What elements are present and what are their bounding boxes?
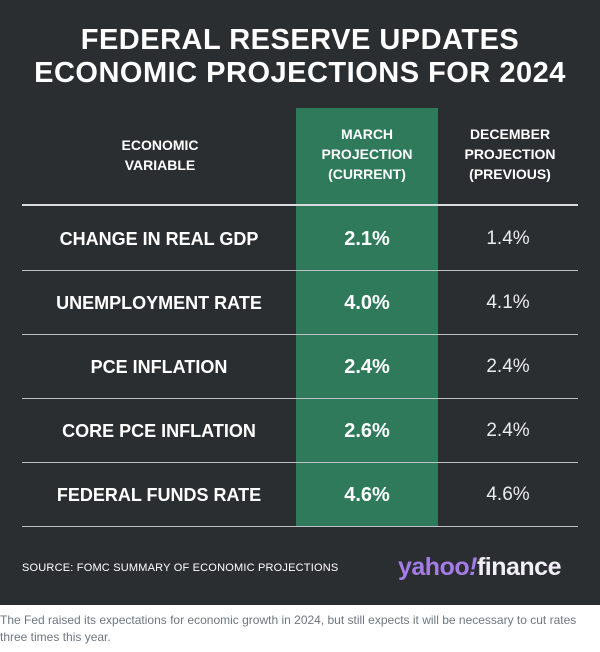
row-december-value: 4.6% bbox=[486, 484, 530, 505]
header-dec-line-2: PROJECTION bbox=[464, 146, 556, 162]
row-december-value: 1.4% bbox=[486, 228, 530, 249]
header-december-projection: DECEMBER PROJECTION (PREVIOUS) bbox=[446, 124, 574, 184]
header-economic-variable: ECONOMIC VARIABLE bbox=[60, 135, 260, 175]
row-december-value: 4.1% bbox=[486, 292, 530, 313]
row-march-value: 2.4% bbox=[344, 356, 390, 378]
logo-finance-text: finance bbox=[476, 553, 562, 581]
header-dec-line-1: DECEMBER bbox=[469, 126, 551, 142]
header-var-line-2: VARIABLE bbox=[124, 157, 196, 173]
current-projection-highlight bbox=[296, 108, 438, 526]
logo-exclamation: ! bbox=[469, 553, 477, 581]
header-mar-line-1: MARCH bbox=[340, 126, 394, 142]
table-row: FEDERAL FUNDS RATE 4.6% 4.6% bbox=[22, 463, 578, 527]
row-variable-cell: UNEMPLOYMENT RATE bbox=[56, 293, 262, 313]
table-row: UNEMPLOYMENT RATE 4.0% 4.1% bbox=[22, 271, 578, 335]
title-line-2: ECONOMIC PROJECTIONS FOR 2024 bbox=[34, 57, 566, 89]
yahoo-finance-logo: yahoo!finance bbox=[398, 552, 561, 582]
header-dec-line-3: (PREVIOUS) bbox=[469, 166, 551, 182]
infographic-card: FEDERAL RESERVE UPDATES ECONOMIC PROJECT… bbox=[0, 0, 600, 605]
table-row: CORE PCE INFLATION 2.6% 2.4% bbox=[22, 399, 578, 463]
table-bottom-divider bbox=[22, 526, 578, 527]
chart-title: FEDERAL RESERVE UPDATES ECONOMIC PROJECT… bbox=[0, 24, 600, 90]
row-divider bbox=[22, 398, 578, 399]
header-var-line-1: ECONOMIC bbox=[121, 137, 199, 153]
header-march-projection: MARCH PROJECTION (CURRENT) bbox=[296, 124, 438, 184]
row-variable-cell: PCE INFLATION bbox=[90, 357, 228, 377]
row-variable-cell: CHANGE IN REAL GDP bbox=[59, 229, 259, 249]
row-divider bbox=[22, 462, 578, 463]
source-note: SOURCE: FOMC SUMMARY OF ECONOMIC PROJECT… bbox=[22, 562, 339, 574]
row-december-value: 2.4% bbox=[486, 420, 530, 441]
row-march-value: 2.6% bbox=[344, 420, 390, 442]
header-divider bbox=[22, 204, 578, 206]
row-variable-cell: FEDERAL FUNDS RATE bbox=[56, 485, 262, 505]
title-line-1: FEDERAL RESERVE UPDATES bbox=[80, 24, 520, 56]
table-row: CHANGE IN REAL GDP 2.1% 1.4% bbox=[22, 207, 578, 271]
row-divider bbox=[22, 270, 578, 271]
row-march-value: 4.0% bbox=[344, 292, 390, 314]
row-march-value: 2.1% bbox=[344, 228, 390, 250]
row-march-value: 4.6% bbox=[344, 484, 390, 506]
header-mar-line-3: (CURRENT) bbox=[328, 166, 406, 182]
image-caption: The Fed raised its expectations for econ… bbox=[0, 613, 577, 644]
row-december-value: 2.4% bbox=[486, 356, 530, 377]
header-mar-line-2: PROJECTION bbox=[321, 146, 413, 162]
table-row: PCE INFLATION 2.4% 2.4% bbox=[22, 335, 578, 399]
row-variable-cell: CORE PCE INFLATION bbox=[62, 421, 256, 441]
logo-yahoo-text: yahoo bbox=[398, 553, 470, 581]
row-divider bbox=[22, 334, 578, 335]
